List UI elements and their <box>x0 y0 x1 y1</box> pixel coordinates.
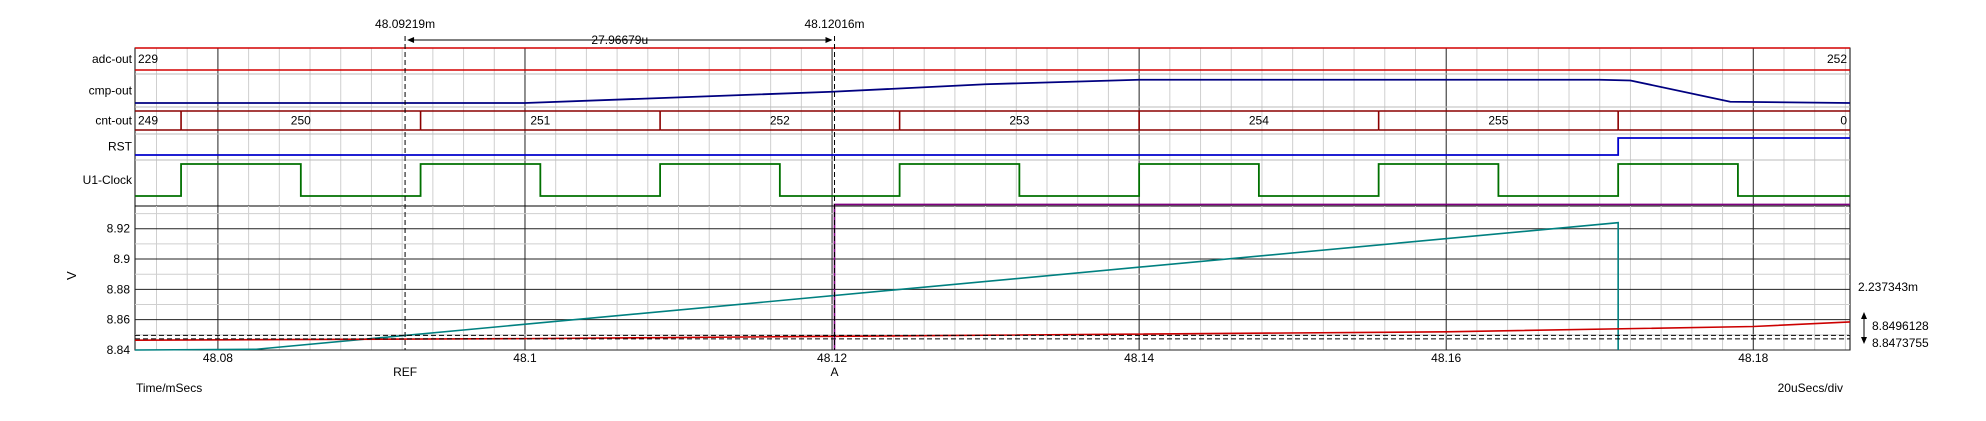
y-readout-ref: 8.8496128 <box>1872 319 1929 333</box>
delta-x-readout: 27.96679u <box>591 33 648 47</box>
delta-y-arrow-head <box>1861 312 1867 319</box>
trace-cnt-out-value: 255 <box>1488 114 1508 128</box>
trace-cnt-out-value: 250 <box>291 114 311 128</box>
digital-traces: 229 252 249 250 251 252 253 254 255 0 <box>135 47 1851 197</box>
trace-adc-out-value: 229 <box>138 52 158 66</box>
trace-cnt-out-value: 254 <box>1249 114 1269 128</box>
y-tick-label: 8.88 <box>107 282 131 296</box>
trace-cnt-out-value: 249 <box>138 114 158 128</box>
axis-ticks: 8.84 8.86 8.88 8.9 8.92 48.08 48.1 48.12 48.14 48… <box>107 222 1769 365</box>
y-tick-label: 8.84 <box>107 343 131 357</box>
y-axis-label: V <box>64 271 79 280</box>
time-scale-label: 20uSecs/div <box>1778 381 1843 395</box>
delta-y-arrow-head <box>1861 337 1867 344</box>
trace-label-cmp-out: cmp-out <box>89 84 133 98</box>
trace-adc-out-value: 252 <box>1827 52 1847 66</box>
y-tick-label: 8.86 <box>107 313 131 327</box>
x-tick-label: 48.14 <box>1124 351 1154 365</box>
x-tick-label: 48.18 <box>1738 351 1768 365</box>
y-tick-label: 8.9 <box>113 252 130 266</box>
delta-y-readout: 2.237343m <box>1858 280 1918 294</box>
digital-grid <box>135 48 1850 206</box>
cursors[interactable]: 48.09219m REF 48.12016m A 27.96679u <box>135 17 1850 379</box>
trace-cnt-out-value: 0 <box>1840 114 1847 128</box>
analog-panel: 8.84 8.86 8.88 8.9 8.92 48.08 48.1 48.12 48.14 48… <box>64 203 1851 365</box>
x-tick-label: 48.08 <box>203 351 233 365</box>
analog-series-1 <box>134 221 1619 351</box>
delta-arrow-head <box>825 37 833 43</box>
trace-cnt-out-value: 253 <box>1009 114 1029 128</box>
x-tick-label: 48.12 <box>817 351 847 365</box>
trace-labels: adc-out cmp-out cnt-out RST U1-Clock <box>83 52 133 187</box>
trace-label-u1-clock: U1-Clock <box>83 173 133 187</box>
trace-cnt-out-value: 252 <box>770 114 790 128</box>
trace-label-adc-out: adc-out <box>92 52 133 66</box>
delta-arrow-head <box>407 37 415 43</box>
y-readout-a: 8.8473755 <box>1872 336 1929 350</box>
trace-label-rst: RST <box>108 140 133 154</box>
trace-rst <box>135 137 1850 156</box>
trace-u1-clock <box>135 163 1850 197</box>
cursor-label-a: A <box>831 365 839 379</box>
x-axis-label: Time/mSecs <box>136 381 202 395</box>
y-tick-label: 8.92 <box>107 222 131 236</box>
x-tick-label: 48.1 <box>513 351 537 365</box>
readouts: 2.237343m 8.8496128 8.8473755 <box>1858 280 1929 350</box>
trace-label-cnt-out: cnt-out <box>95 114 132 128</box>
cursor-label-ref: REF <box>393 365 417 379</box>
cursor-readout-ref: 48.09219m <box>375 17 435 31</box>
x-tick-label: 48.16 <box>1431 351 1461 365</box>
trace-cnt-out-value: 251 <box>530 114 550 128</box>
cursor-readout-a: 48.12016m <box>804 17 864 31</box>
trace-cmp-out <box>135 78 1851 104</box>
